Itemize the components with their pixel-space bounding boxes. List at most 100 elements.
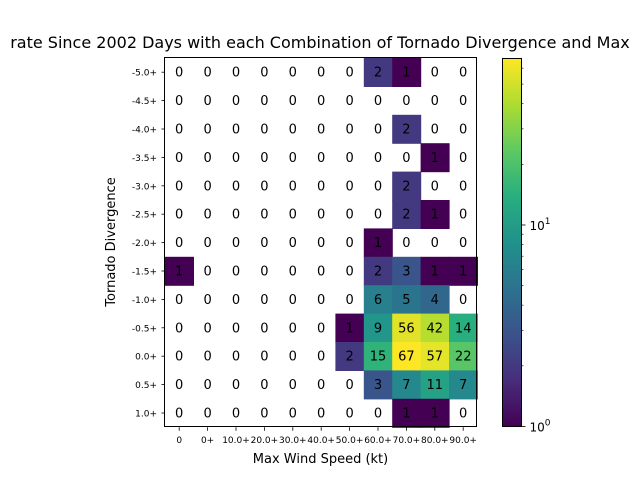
cell-value: 0: [203, 321, 211, 336]
x-axis-label: Max Wind Speed (kt): [253, 452, 388, 467]
cell-value: 0: [260, 407, 268, 422]
cell-value: 0: [289, 265, 297, 280]
cell-value: 0: [232, 293, 240, 308]
cell-value: 0: [203, 378, 211, 393]
y-tick-label: 0.0+: [135, 353, 157, 363]
cell-value: 0: [260, 151, 268, 166]
cell-value: 0: [431, 123, 439, 138]
cell-value: 0: [374, 151, 382, 166]
x-tick-label: 50.0+: [336, 436, 364, 446]
cell-value: 0: [402, 151, 410, 166]
cell-value: 0: [374, 94, 382, 109]
cell-value: 0: [232, 265, 240, 280]
heatmap-cell: [420, 342, 450, 371]
cell-value: 0: [345, 407, 353, 422]
cell-value: 0: [232, 179, 240, 194]
cell-value: 0: [260, 208, 268, 223]
cell-value: 1: [459, 265, 467, 280]
cell-value: 0: [317, 208, 325, 223]
cell-value: 1: [431, 151, 439, 166]
cell-value: 3: [402, 265, 410, 280]
cell-value: 0: [431, 236, 439, 251]
x-tick-label: 60.0+: [364, 436, 392, 446]
cell-value: 2: [402, 123, 410, 138]
heatmap-cell: [392, 114, 422, 144]
cell-value: 0: [175, 321, 183, 336]
cell-value: 0: [260, 94, 268, 109]
cell-value: 0: [289, 151, 297, 166]
cell-value: 0: [459, 407, 467, 422]
cell-value: 1: [402, 407, 410, 422]
cell-value: 0: [232, 407, 240, 422]
cell-value: 0: [402, 94, 410, 109]
cell-value: 2: [345, 350, 353, 365]
cell-value: 56: [398, 321, 415, 336]
y-tick-label: -5.0+: [132, 69, 157, 79]
cell-value: 0: [345, 123, 353, 138]
y-tick-label: -2.5+: [132, 211, 157, 221]
colorbar-ticks: 100 101: [521, 67, 551, 435]
heatmap-cell: [363, 370, 393, 400]
plot-frame: [164, 57, 477, 427]
cell-value: 0: [345, 66, 353, 81]
cell-value: 0: [203, 407, 211, 422]
heatmap-cell: [420, 285, 450, 315]
cell-value: 0: [289, 66, 297, 81]
cell-value: 0: [203, 179, 211, 194]
cell-value: 0: [289, 208, 297, 223]
cell-value: 0: [345, 151, 353, 166]
cell-value: 6: [374, 293, 382, 308]
cell-value: 0: [345, 265, 353, 280]
cell-value: 0: [232, 378, 240, 393]
cell-value: 0: [431, 94, 439, 109]
cell-value: 0: [175, 123, 183, 138]
cell-value: 11: [427, 378, 444, 393]
chart-title: rate Since 2002 Days with each Combinati…: [10, 33, 630, 52]
cell-value: 0: [175, 151, 183, 166]
heatmap-cell: [420, 398, 450, 428]
cell-value: 0: [374, 208, 382, 223]
x-tick-label: 0+: [201, 436, 214, 446]
cell-value: 0: [260, 123, 268, 138]
cell-value: 0: [459, 293, 467, 308]
cell-value: 1: [402, 66, 410, 81]
heatmap-cell: [335, 313, 365, 343]
cell-value: 0: [175, 378, 183, 393]
heatmap-cell: [420, 200, 450, 229]
cell-value: 0: [345, 94, 353, 109]
cell-value: 0: [459, 208, 467, 223]
heatmap-cell: [392, 285, 422, 315]
cell-value: 0: [175, 94, 183, 109]
heatmap-cells: [165, 58, 478, 428]
cell-value: 9: [374, 321, 382, 336]
cell-value: 0: [260, 179, 268, 194]
heatmap-cell: [165, 256, 194, 286]
heatmap-cell: [335, 342, 365, 371]
cell-value: 0: [345, 378, 353, 393]
cell-value: 0: [175, 350, 183, 365]
colorbar: [502, 58, 522, 427]
cell-value: 0: [459, 66, 467, 81]
cell-value: 0: [289, 350, 297, 365]
cell-value: 0: [317, 123, 325, 138]
cell-value: 0: [431, 179, 439, 194]
y-tick-label: -3.5+: [132, 154, 157, 164]
cell-value: 0: [317, 265, 325, 280]
x-tick-label: 70.0+: [393, 436, 421, 446]
cell-value: 7: [459, 378, 467, 393]
cell-value: 0: [345, 208, 353, 223]
cell-value: 0: [203, 151, 211, 166]
x-tick-label: 90.0+: [449, 436, 477, 446]
y-tick-label: -1.0+: [132, 296, 157, 306]
cell-value: 0: [289, 378, 297, 393]
cell-value: 0: [203, 293, 211, 308]
cell-value: 0: [317, 407, 325, 422]
cell-value: 0: [203, 350, 211, 365]
cell-value: 0: [203, 236, 211, 251]
cell-value: 15: [370, 350, 387, 365]
y-tick-label: -1.5+: [132, 268, 157, 278]
heatmap-cell: [363, 256, 393, 286]
cell-value: 0: [374, 407, 382, 422]
heatmap-cell: [363, 228, 393, 258]
heatmap-cell: [449, 313, 478, 343]
